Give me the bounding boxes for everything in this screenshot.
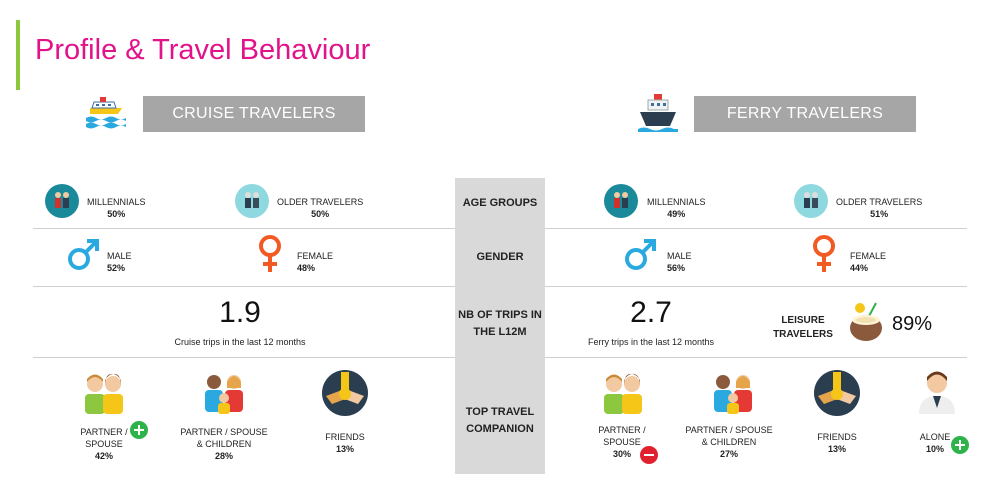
male-icon [66, 238, 100, 272]
cruise-companion-friends-pct: 13% [335, 444, 354, 454]
friends-icon [814, 370, 860, 416]
ferry-millennials: MILLENNIALS 49% [647, 196, 706, 220]
cruise-trips-caption: Cruise trips in the last 12 months [174, 337, 306, 347]
ferry-companion-alone-pct: 10% [925, 444, 944, 454]
cruise-companion-family-label1: PARTNER / SPOUSE [180, 427, 268, 437]
millennials-icon [45, 184, 79, 218]
ferry-millennials-pct: 49% [667, 209, 686, 219]
cruise-trips-value: 1.9 [219, 296, 261, 329]
ferry-millennials-label: MILLENNIALS [647, 197, 706, 207]
cruise-older-label: OLDER TRAVELERS [277, 197, 364, 207]
plus-badge-icon [130, 421, 148, 439]
millennials-icon [604, 184, 638, 218]
cruise-female: FEMALE 48% [297, 250, 333, 274]
cruise-female-label: FEMALE [297, 251, 334, 261]
ferry-female-label: FEMALE [850, 251, 887, 261]
cruise-companion-partner-label2: SPOUSE [85, 439, 123, 449]
cruise-male: MALE 52% [107, 250, 132, 274]
cruise-older-pct: 50% [311, 209, 330, 219]
row-label-trips: NB OF TRIPS IN THE L12M [455, 307, 545, 341]
cruise-male-label: MALE [107, 251, 132, 261]
row-label-trips-line1: NB OF TRIPS IN [458, 309, 542, 321]
cruise-companion-partner-pct: 42% [94, 451, 113, 461]
cruise-companion-family: PARTNER / SPOUSE & CHILDREN 28% [174, 426, 274, 462]
cruise-millennials: MILLENNIALS 50% [87, 196, 146, 220]
cruise-millennials-label: MILLENNIALS [87, 197, 146, 207]
ferry-companion-friends-label1: FRIENDS [817, 432, 857, 442]
plus-badge-icon [951, 436, 969, 454]
ferry-older-label: OLDER TRAVELERS [836, 197, 923, 207]
older-travelers-icon [794, 184, 828, 218]
leisure-label-line1: LEISURE [781, 315, 825, 326]
couple-icon [599, 370, 647, 416]
row-label-companion-line2: COMPANION [466, 423, 534, 435]
ferry-female: FEMALE 44% [850, 250, 886, 274]
leisure-label-line2: TRAVELERS [773, 329, 833, 340]
ferry-older: OLDER TRAVELERS 51% [836, 196, 922, 220]
row-label-companion: TOP TRAVEL COMPANION [455, 404, 545, 438]
female-icon [257, 234, 283, 274]
cruise-millennials-pct: 50% [107, 209, 126, 219]
family-icon [200, 370, 248, 416]
ferry-companion-partner-label1: PARTNER / [598, 425, 646, 435]
ferry-trips-caption: Ferry trips in the last 12 months [587, 337, 715, 347]
ferry-male-pct: 56% [667, 263, 686, 273]
ferry-older-pct: 51% [870, 209, 889, 219]
ferry-travelers-banner: FERRY TRAVELERS [694, 96, 916, 132]
ferry-male: MALE 56% [667, 250, 692, 274]
ferry-companion-family-pct: 27% [719, 449, 738, 459]
cruise-companion-friends-label1: FRIENDS [325, 432, 365, 442]
category-column [455, 178, 545, 474]
row-label-companion-line1: TOP TRAVEL [465, 406, 535, 418]
friends-icon [322, 370, 368, 416]
cruise-male-pct: 52% [107, 263, 126, 273]
ferry-companion-partner: PARTNER / SPOUSE 30% [582, 424, 662, 460]
cruise-companion-family-pct: 28% [214, 451, 233, 461]
cruise-companion-partner-label1: PARTNER / [80, 427, 128, 437]
row-label-trips-line2: THE L12M [473, 326, 527, 338]
ferry-companion-friends: FRIENDS 13% [797, 431, 877, 455]
ferry-companion-alone-label1: ALONE [919, 432, 951, 442]
coconut-drink-icon [846, 300, 886, 342]
cruise-companion-family-label2: & CHILDREN [196, 439, 252, 449]
leisure-travelers-label: LEISURE TRAVELERS [768, 314, 838, 342]
row-label-gender: GENDER [476, 251, 524, 263]
ferry-companion-partner-label2: SPOUSE [603, 437, 641, 447]
ferry-companion-family-label2: & CHILDREN [701, 437, 757, 447]
cruise-companion-friends: FRIENDS 13% [305, 431, 385, 455]
ferry-companion-family-label1: PARTNER / SPOUSE [685, 425, 773, 435]
older-travelers-icon [235, 184, 269, 218]
female-icon [811, 234, 837, 274]
leisure-pct: 89% [892, 313, 933, 335]
ferry-trips-value: 2.7 [630, 296, 672, 329]
cruise-female-pct: 48% [297, 263, 316, 273]
ferry-ship-icon [636, 92, 680, 136]
ferry-female-pct: 44% [850, 263, 869, 273]
cruise-companion-partner: PARTNER / SPOUSE 42% [64, 426, 144, 462]
ferry-companion-friends-pct: 13% [827, 444, 846, 454]
cruise-travelers-banner: CRUISE TRAVELERS [143, 96, 365, 132]
cruise-ship-icon [84, 92, 126, 132]
cruise-older: OLDER TRAVELERS 50% [277, 196, 363, 220]
ferry-companion-partner-pct: 30% [612, 449, 631, 459]
ferry-male-label: MALE [667, 251, 692, 261]
row-label-age-groups: AGE GROUPS [462, 197, 538, 209]
accent-bar [16, 20, 20, 90]
person-alone-icon [914, 368, 960, 416]
ferry-companion-family: PARTNER / SPOUSE & CHILDREN 27% [679, 424, 779, 460]
ferry-companion-alone: ALONE 10% [900, 431, 970, 455]
family-icon [709, 370, 757, 416]
page-title: Profile & Travel Behaviour [35, 34, 371, 66]
minus-badge-icon [640, 446, 658, 464]
couple-icon [80, 370, 128, 416]
male-icon [623, 238, 657, 272]
